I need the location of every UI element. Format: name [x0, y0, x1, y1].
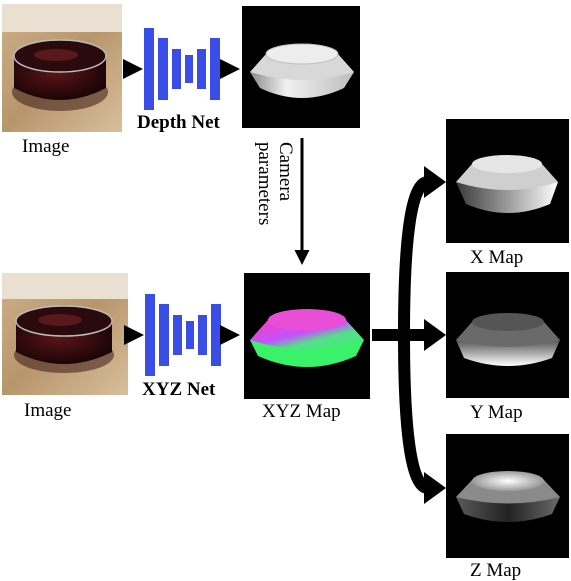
x-map-label: X Map — [470, 247, 523, 268]
depth-map-output — [242, 6, 360, 128]
bottom-image-label: Image — [24, 400, 71, 421]
xyz-net-label: XYZ Net — [142, 379, 216, 400]
xyz-net-encoder-decoder-icon — [145, 294, 221, 376]
y-map-label: Y Map — [470, 402, 523, 423]
top-image-label: Image — [22, 136, 69, 157]
bottom-input-photo — [2, 273, 128, 395]
depth-net-encoder-decoder-icon — [144, 28, 220, 110]
camera-parameters-label: Camera parameters — [254, 142, 296, 225]
xyz-map-label: XYZ Map — [262, 401, 341, 422]
z-map-output — [446, 434, 569, 558]
depth-net-label: Depth Net — [137, 112, 221, 133]
svg-text:parameters: parameters — [254, 142, 275, 225]
xyz-map-output — [244, 273, 370, 399]
y-map-output — [446, 272, 569, 398]
z-map-label: Z Map — [470, 560, 521, 581]
x-map-output — [446, 119, 569, 243]
top-input-photo — [2, 4, 122, 132]
branch-arrows-to-output-maps — [372, 166, 446, 504]
svg-text:Camera: Camera — [275, 142, 296, 202]
